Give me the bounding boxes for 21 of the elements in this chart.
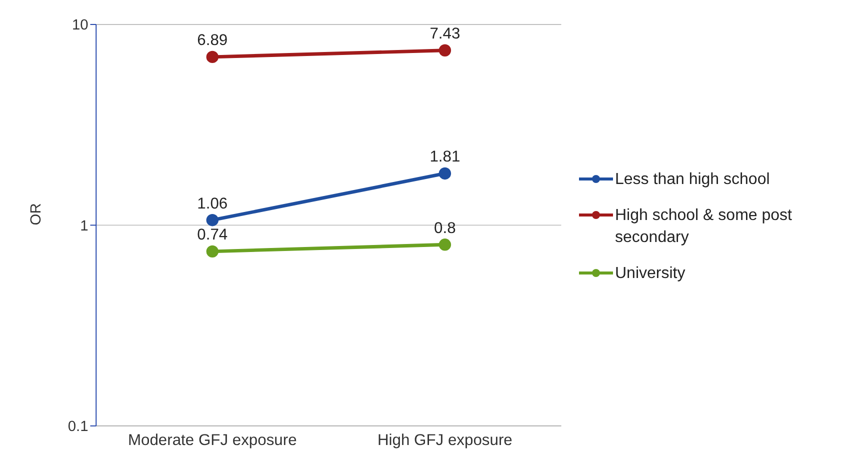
data-label: 7.43 [430,26,460,43]
legend-label: High school & some post secondary [615,206,793,248]
point [438,238,452,251]
point [206,50,219,64]
data-label: 0.8 [434,220,456,237]
point [438,167,452,180]
x-tick-label: High GFJ exposure [378,432,513,449]
data-label: 1.81 [430,148,460,166]
data-label: 0.74 [197,226,228,244]
legend-label: Less than high school [615,170,770,190]
y-tick-label: 1 [80,218,88,234]
legend-label: University [615,264,686,284]
y-axis-title: OR [28,203,45,226]
point [438,44,452,56]
y-tick-label: 0.1 [68,419,88,436]
y-tick-label: 10 [72,18,88,34]
point [206,214,219,226]
point [206,245,219,258]
data-label: 1.06 [197,195,228,212]
data-label: 6.89 [197,32,228,50]
x-tick-label: Moderate GFJ exposure [128,432,298,449]
